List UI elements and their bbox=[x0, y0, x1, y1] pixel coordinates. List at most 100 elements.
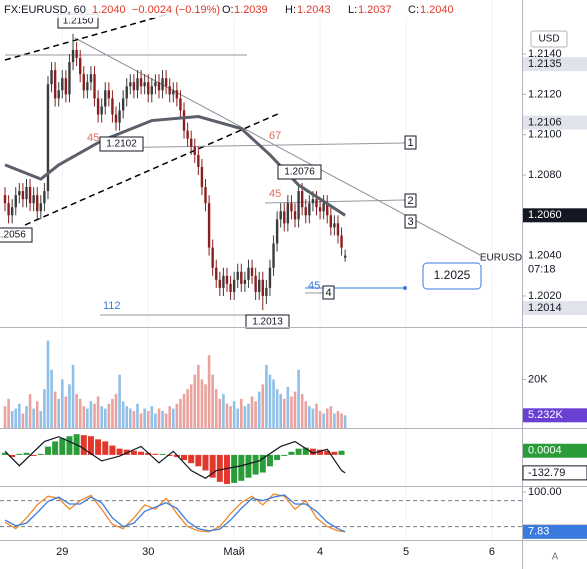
candle-body bbox=[111, 98, 114, 115]
volume-bar bbox=[89, 401, 93, 428]
level-line bbox=[264, 199, 406, 204]
target-box bbox=[422, 262, 482, 290]
volume-bar bbox=[82, 406, 86, 428]
volume-bar bbox=[243, 406, 247, 428]
volume-bar bbox=[336, 411, 340, 428]
histogram-bar bbox=[266, 454, 273, 467]
marker-label: 1 bbox=[407, 137, 413, 149]
volume-bar bbox=[35, 401, 39, 428]
volume-bar bbox=[182, 394, 186, 428]
candle-body bbox=[78, 58, 82, 75]
volume-bar bbox=[150, 406, 154, 428]
candle-body bbox=[322, 203, 325, 212]
histogram-bar bbox=[152, 453, 159, 455]
channel-line bbox=[4, 14, 166, 61]
marker-box bbox=[404, 214, 417, 229]
price-pane: 1.2025 45 67 45 45 112 1 2 3 4 EURUSD bbox=[3, 14, 522, 316]
candle-body bbox=[96, 98, 100, 115]
candle-body bbox=[89, 74, 93, 83]
currency: USD bbox=[538, 34, 559, 45]
histogram-bar bbox=[317, 449, 324, 455]
x-tick-label: 5 bbox=[403, 546, 409, 558]
price-note-box bbox=[277, 164, 322, 180]
candle-body bbox=[308, 203, 311, 216]
volume-bar bbox=[279, 394, 282, 428]
x-tick-label: 30 bbox=[142, 546, 154, 558]
candle-body bbox=[265, 287, 268, 296]
oscillator-value-box bbox=[522, 465, 587, 481]
candle-body bbox=[340, 235, 343, 248]
candle-body bbox=[132, 82, 136, 91]
volume-bar bbox=[232, 401, 236, 428]
volume-bar bbox=[175, 403, 179, 428]
oscillator-line bbox=[4, 436, 346, 479]
candle-body bbox=[3, 195, 7, 204]
histogram-bar bbox=[166, 454, 173, 456]
candle-body bbox=[39, 203, 43, 212]
marker-price-box bbox=[523, 115, 587, 130]
volume-bar bbox=[60, 379, 64, 428]
candle-body bbox=[118, 110, 121, 123]
histogram-bar bbox=[202, 454, 209, 471]
histogram-bar bbox=[59, 438, 66, 455]
symbol-label: EURUSD bbox=[480, 253, 522, 264]
candle-body bbox=[150, 86, 154, 95]
candle-body bbox=[193, 146, 196, 155]
volume-bar bbox=[57, 398, 61, 428]
volume-bar bbox=[28, 394, 32, 428]
volume-bar bbox=[64, 396, 68, 428]
histogram-bar bbox=[331, 451, 338, 455]
currency-box[interactable] bbox=[530, 30, 568, 48]
header-bg bbox=[0, 0, 430, 18]
candle-body bbox=[143, 82, 146, 87]
histogram-bar bbox=[130, 450, 137, 455]
volume-bar bbox=[139, 413, 143, 428]
candle-body bbox=[275, 219, 279, 244]
y-tick-label: 1.2140 bbox=[528, 48, 562, 60]
volume-bar bbox=[136, 403, 139, 428]
x-tick-label: 4 bbox=[317, 546, 323, 558]
volume-bar bbox=[290, 396, 293, 428]
histogram-bar bbox=[238, 454, 245, 481]
candle-body bbox=[57, 90, 60, 99]
marker-box bbox=[404, 193, 417, 208]
candle-body bbox=[64, 78, 68, 95]
candle-body bbox=[175, 90, 179, 99]
candle-body bbox=[186, 130, 189, 139]
volume-bar bbox=[197, 364, 200, 428]
volume-bar bbox=[143, 408, 146, 428]
candle-body bbox=[336, 223, 340, 236]
candle-body bbox=[161, 78, 164, 91]
volume-bar bbox=[43, 389, 46, 428]
volume-bar bbox=[50, 369, 53, 428]
volume-bar bbox=[293, 391, 297, 428]
candle-body bbox=[36, 195, 39, 212]
x-tick-label: Май bbox=[223, 546, 245, 558]
histogram-bar bbox=[252, 454, 259, 475]
price-note: 1.2150 bbox=[63, 16, 94, 27]
volume-bar bbox=[100, 406, 103, 428]
stochastic-line bbox=[4, 494, 346, 533]
candle-body bbox=[14, 195, 17, 208]
histogram-bar bbox=[338, 450, 345, 455]
histogram-bar bbox=[16, 453, 23, 455]
histogram-bar bbox=[274, 454, 281, 461]
ohlc-value: 1.2037 bbox=[358, 4, 392, 16]
histogram-bar bbox=[195, 454, 202, 467]
histogram-bar bbox=[223, 454, 230, 484]
candle-body bbox=[114, 114, 118, 123]
volume-bar bbox=[247, 403, 250, 428]
auto-button[interactable] bbox=[546, 548, 564, 566]
candle-body bbox=[254, 275, 257, 292]
candle-body bbox=[297, 191, 300, 220]
candle-body bbox=[100, 106, 103, 115]
price-notes: 1.2150 1.2102 1.2076 1.2056 1.2013 bbox=[0, 13, 322, 329]
volume-bar bbox=[157, 408, 161, 428]
candle-body bbox=[258, 279, 261, 292]
volume-bar bbox=[10, 411, 14, 428]
histogram-bar bbox=[288, 451, 295, 455]
volume-bar bbox=[297, 369, 300, 428]
histogram-value: 0.0004 bbox=[528, 445, 562, 457]
volume-bar bbox=[32, 408, 35, 428]
volume-bar bbox=[286, 386, 290, 428]
